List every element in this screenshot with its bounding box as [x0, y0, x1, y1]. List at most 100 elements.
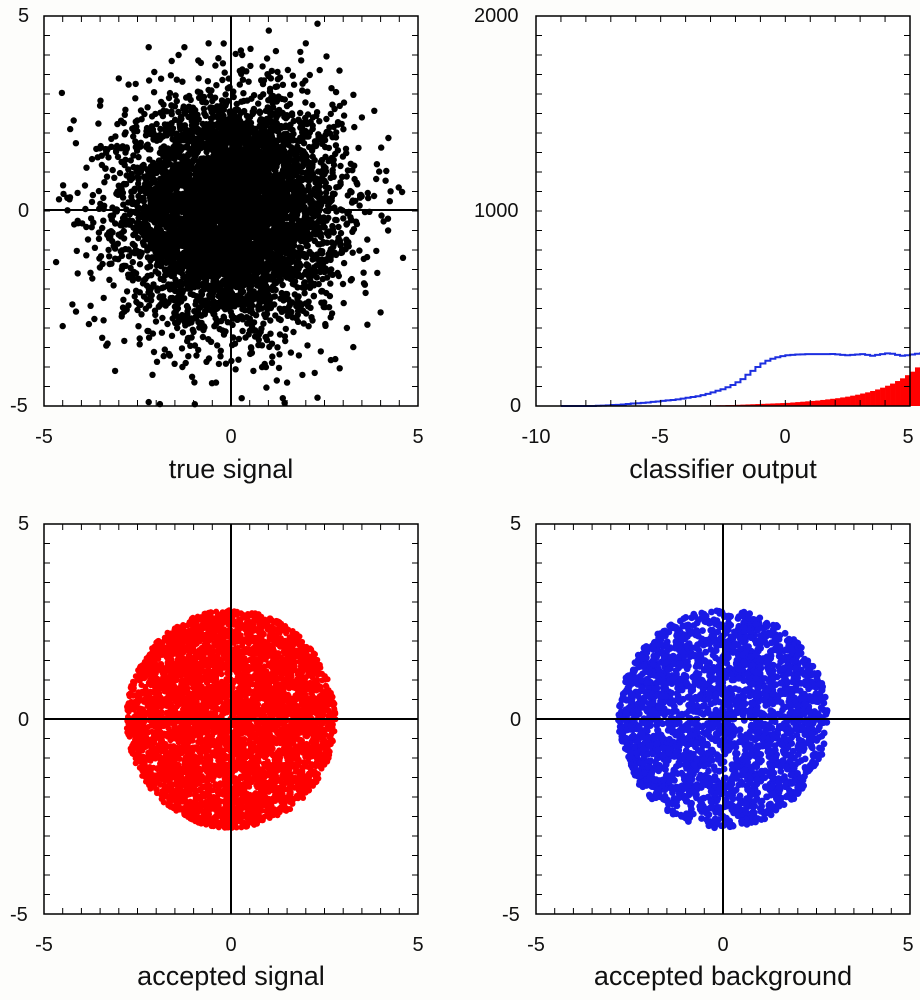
scatter-point: [235, 356, 242, 363]
scatter-point: [333, 216, 340, 224]
scatter-point: [133, 123, 140, 130]
scatter-point: [350, 343, 357, 351]
scatter-point: [103, 149, 110, 156]
scatter-point: [239, 327, 246, 335]
scatter-point: [120, 235, 128, 242]
scatter-point: [120, 119, 128, 127]
scatter-point: [220, 313, 227, 320]
scatter-point: [136, 261, 144, 268]
scatter-point: [245, 78, 252, 85]
scatter-point: [136, 335, 143, 342]
scatter-point: [239, 66, 246, 73]
scatter-point: [309, 317, 316, 324]
scatter-point: [121, 337, 128, 345]
scatter-point: [189, 326, 196, 333]
scatter-point: [88, 224, 95, 231]
scatter-point: [326, 130, 334, 137]
scatter-point: [333, 129, 340, 136]
scatter-point: [297, 48, 304, 56]
scatter-point: [105, 246, 112, 254]
scatter-point: [153, 358, 161, 365]
scatter-point: [373, 247, 380, 255]
scatter-point: [157, 125, 164, 133]
scatter-point: [275, 364, 283, 372]
scatter-point: [207, 104, 214, 112]
scatter-point: [128, 170, 135, 178]
scatter-point: [378, 144, 385, 151]
scatter-point: [66, 194, 74, 201]
scatter-point: [191, 342, 199, 349]
scatter-point: [255, 336, 262, 343]
scatter-point: [104, 231, 111, 239]
scatter-point: [179, 329, 187, 336]
scatter-point: [342, 145, 350, 152]
scatter-point: [295, 293, 302, 300]
scatter-point: [181, 133, 188, 141]
scatter-point: [282, 325, 289, 333]
scatter-point: [184, 337, 191, 345]
scatter-point: [129, 240, 136, 248]
scatter-point: [306, 71, 313, 79]
scatter-point: [323, 53, 330, 60]
scatter-point: [348, 216, 355, 224]
scatter-point: [286, 156, 293, 164]
scatter-point: [354, 181, 361, 188]
scatter-point: [259, 63, 266, 70]
scatter-point: [95, 120, 102, 127]
scatter-point: [363, 253, 371, 261]
scatter-point: [274, 68, 281, 76]
scatter-point: [202, 307, 210, 314]
scatter-point: [74, 189, 81, 197]
scatter-point: [140, 161, 147, 169]
scatter-point: [123, 288, 131, 295]
scatter-point: [167, 72, 175, 79]
scatter-point: [318, 250, 326, 257]
scatter-point: [96, 255, 103, 262]
scatter-point: [335, 223, 342, 231]
scatter-point: [171, 103, 179, 110]
scatter-point: [159, 314, 166, 322]
scatter-point: [336, 365, 343, 372]
scatter-point: [110, 282, 117, 289]
scatter-point: [221, 69, 228, 76]
scatter-point: [87, 215, 95, 222]
scatter-point: [309, 101, 316, 109]
scatter-point: [167, 294, 174, 302]
scatter-point: [215, 360, 223, 368]
scatter-point: [276, 351, 283, 358]
scatter-point: [274, 344, 281, 351]
scatter-point: [160, 101, 167, 108]
scatter-point: [99, 224, 106, 232]
scatter-point: [145, 334, 153, 341]
scatter-point: [202, 126, 209, 133]
scatter-point: [100, 217, 107, 224]
scatter-point: [222, 360, 230, 367]
scatter-point: [332, 355, 339, 363]
scatter-point: [334, 269, 341, 277]
scatter-point: [70, 117, 77, 124]
scatter-point: [314, 20, 321, 27]
scatter-point: [95, 235, 103, 242]
scatter-point: [165, 191, 172, 198]
scatter-point: [347, 160, 354, 167]
scatter-point: [146, 194, 154, 201]
scatter-point: [217, 347, 224, 354]
scatter-point: [200, 105, 208, 113]
scatter-point: [87, 302, 94, 309]
scatter-point: [329, 166, 336, 174]
scatter-point: [267, 75, 275, 82]
scatter-point: [337, 249, 345, 257]
scatter-point: [94, 154, 101, 161]
scatter-point: [265, 27, 272, 34]
scatter-point: [322, 320, 329, 328]
scatter-point: [248, 345, 255, 352]
scatter-point: [299, 87, 306, 94]
scatter-point: [173, 97, 180, 105]
scatter-point: [229, 138, 236, 145]
scatter-point: [238, 395, 245, 402]
scatter-point: [283, 102, 291, 110]
scatter-point: [330, 173, 337, 180]
scatter-point: [361, 281, 369, 288]
scatter-point: [219, 60, 227, 67]
scatter-point: [127, 157, 134, 164]
